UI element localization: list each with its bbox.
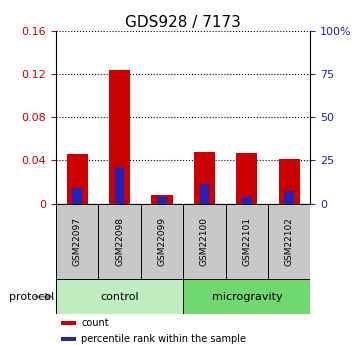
Text: microgravity: microgravity <box>212 292 282 302</box>
Bar <box>268 204 310 279</box>
Bar <box>73 188 82 204</box>
Text: percentile rank within the sample: percentile rank within the sample <box>82 334 247 344</box>
Bar <box>200 184 209 204</box>
Bar <box>61 321 76 325</box>
Bar <box>226 204 268 279</box>
Bar <box>242 197 252 204</box>
Text: protocol: protocol <box>9 292 54 302</box>
Bar <box>61 337 76 341</box>
Text: GSM22097: GSM22097 <box>73 217 82 266</box>
Bar <box>194 152 215 204</box>
Bar <box>183 204 226 279</box>
Bar <box>56 279 183 314</box>
Text: GSM22098: GSM22098 <box>115 217 124 266</box>
Bar <box>56 204 98 279</box>
Text: GSM22102: GSM22102 <box>285 217 294 266</box>
Bar <box>151 195 173 204</box>
Text: GSM22100: GSM22100 <box>200 217 209 266</box>
Text: GSM22101: GSM22101 <box>242 217 251 266</box>
Bar <box>141 204 183 279</box>
Bar <box>115 167 124 204</box>
Bar <box>279 159 300 204</box>
Text: count: count <box>82 318 109 328</box>
Text: GSM22099: GSM22099 <box>157 217 166 266</box>
Bar <box>98 204 141 279</box>
Bar <box>157 197 167 204</box>
Bar <box>236 153 257 204</box>
Bar <box>183 279 310 314</box>
Bar <box>66 154 88 204</box>
Bar <box>109 70 130 204</box>
Title: GDS928 / 7173: GDS928 / 7173 <box>125 15 241 30</box>
Bar <box>284 190 294 204</box>
Text: control: control <box>100 292 139 302</box>
